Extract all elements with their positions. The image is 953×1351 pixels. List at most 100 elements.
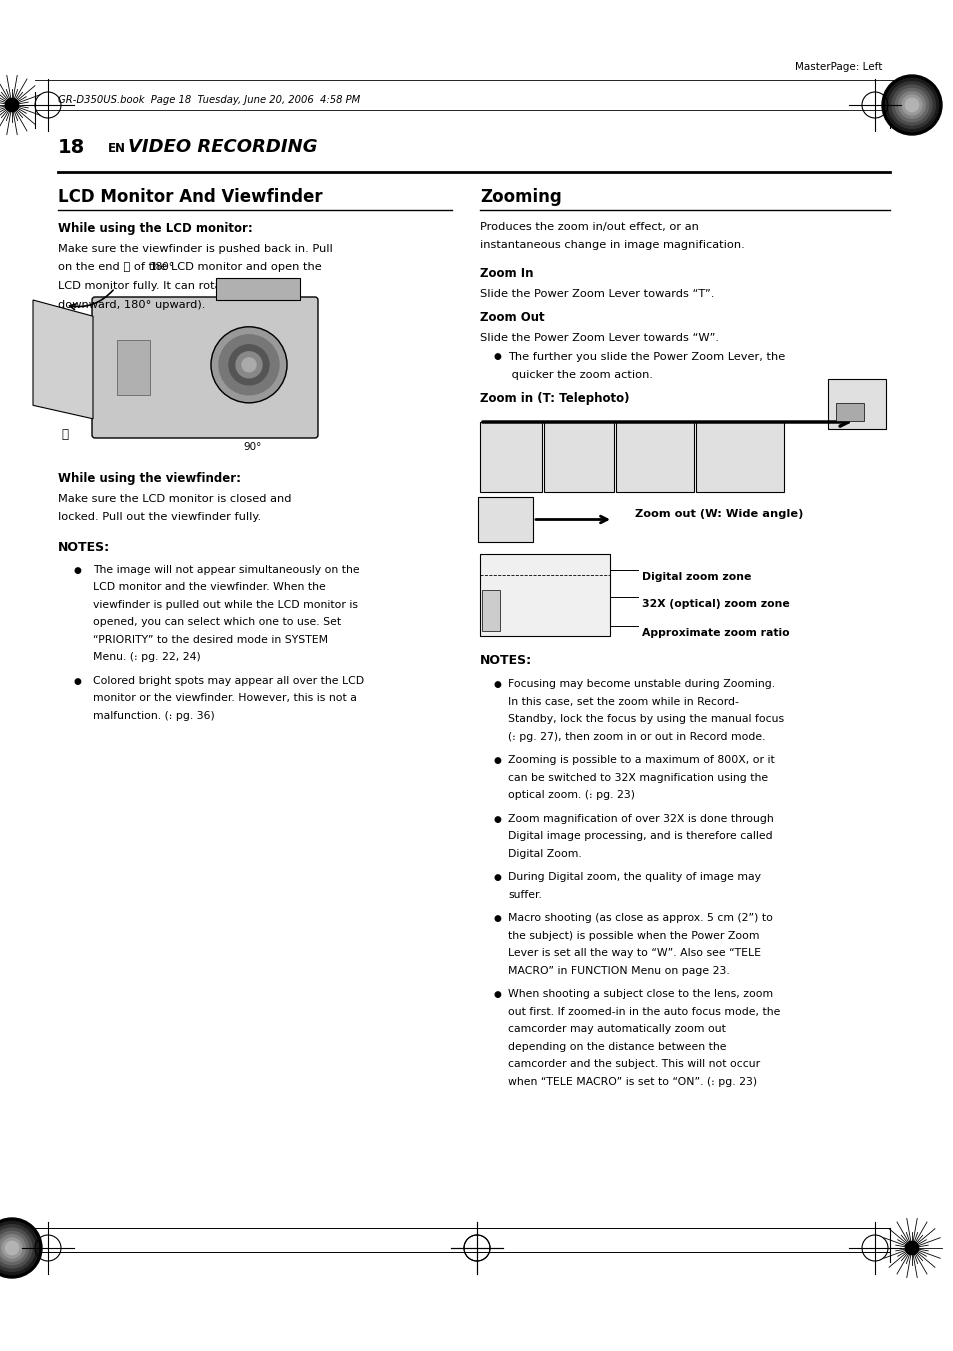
Text: viewfinder is pulled out while the LCD monitor is: viewfinder is pulled out while the LCD m…: [92, 600, 357, 611]
Text: Slide the Power Zoom Lever towards “T”.: Slide the Power Zoom Lever towards “T”.: [479, 289, 714, 299]
Text: malfunction. (։ pg. 36): malfunction. (։ pg. 36): [92, 711, 214, 721]
Text: ●: ●: [494, 680, 501, 689]
Text: monitor or the viewfinder. However, this is not a: monitor or the viewfinder. However, this…: [92, 693, 356, 704]
Text: “PRIORITY” to the desired mode in SYSTEM: “PRIORITY” to the desired mode in SYSTEM: [92, 635, 328, 644]
Text: NOTES:: NOTES:: [58, 540, 110, 554]
Text: EN: EN: [108, 142, 126, 155]
Bar: [479, 422, 541, 492]
Text: MACRO” in FUNCTION Menu on page 23.: MACRO” in FUNCTION Menu on page 23.: [507, 966, 729, 975]
Circle shape: [0, 1231, 29, 1265]
Text: While using the viewfinder:: While using the viewfinder:: [58, 471, 241, 485]
FancyBboxPatch shape: [91, 297, 317, 438]
Text: the subject) is possible when the Power Zoom: the subject) is possible when the Power …: [507, 931, 759, 940]
Text: Approximate zoom ratio: Approximate zoom ratio: [641, 628, 789, 638]
Text: camcorder may automatically zoom out: camcorder may automatically zoom out: [507, 1024, 725, 1034]
Text: LCD Monitor And Viewfinder: LCD Monitor And Viewfinder: [58, 188, 322, 205]
Text: ●: ●: [494, 757, 501, 765]
Bar: [479, 554, 609, 636]
Bar: [835, 403, 863, 422]
Bar: [543, 422, 614, 492]
Text: Zooming: Zooming: [479, 188, 561, 205]
Text: depending on the distance between the: depending on the distance between the: [507, 1042, 726, 1051]
Text: 180°: 180°: [150, 262, 174, 272]
Circle shape: [0, 1224, 35, 1271]
Text: ●: ●: [494, 815, 501, 824]
Bar: [117, 340, 150, 394]
Text: suffer.: suffer.: [507, 889, 541, 900]
Text: Zoom magnification of over 32X is done through: Zoom magnification of over 32X is done t…: [507, 813, 773, 824]
Text: Zoom Out: Zoom Out: [479, 311, 544, 324]
Text: Digital zoom zone: Digital zoom zone: [641, 573, 751, 582]
Circle shape: [2, 1238, 22, 1258]
Text: ●: ●: [494, 915, 501, 923]
Circle shape: [904, 99, 918, 112]
Text: quicker the zoom action.: quicker the zoom action.: [507, 370, 652, 380]
Circle shape: [211, 327, 287, 403]
Text: Make sure the viewfinder is pushed back in. Pull: Make sure the viewfinder is pushed back …: [58, 245, 333, 254]
Text: During Digital zoom, the quality of image may: During Digital zoom, the quality of imag…: [507, 871, 760, 882]
Text: Produces the zoom in/out effect, or an: Produces the zoom in/out effect, or an: [479, 222, 699, 232]
Circle shape: [895, 88, 927, 122]
Text: Colored bright spots may appear all over the LCD: Colored bright spots may appear all over…: [92, 676, 364, 686]
Text: LCD monitor fully. It can rotate 270° (90°: LCD monitor fully. It can rotate 270° (9…: [58, 281, 292, 290]
Text: NOTES:: NOTES:: [479, 654, 532, 667]
Text: (։ pg. 27), then zoom in or out in Record mode.: (։ pg. 27), then zoom in or out in Recor…: [507, 731, 764, 742]
Text: Macro shooting (as close as approx. 5 cm (2”) to: Macro shooting (as close as approx. 5 cm…: [507, 913, 772, 923]
Text: locked. Pull out the viewfinder fully.: locked. Pull out the viewfinder fully.: [58, 512, 261, 523]
Circle shape: [882, 76, 941, 135]
Circle shape: [6, 99, 18, 112]
Text: Digital image processing, and is therefore called: Digital image processing, and is therefo…: [507, 831, 772, 842]
Text: When shooting a subject close to the lens, zoom: When shooting a subject close to the len…: [507, 989, 772, 998]
Text: ●: ●: [73, 677, 81, 686]
Text: Zoom In: Zoom In: [479, 267, 533, 280]
Text: In this case, set the zoom while in Record-: In this case, set the zoom while in Reco…: [507, 697, 739, 707]
Text: Zoom out (W: Wide angle): Zoom out (W: Wide angle): [635, 509, 802, 519]
Text: ●: ●: [73, 566, 81, 576]
Circle shape: [0, 1219, 42, 1278]
Circle shape: [0, 1235, 26, 1262]
Text: 32X (optical) zoom zone: 32X (optical) zoom zone: [641, 598, 789, 609]
Circle shape: [904, 1242, 918, 1255]
Circle shape: [888, 81, 934, 128]
Text: MasterPage: Left: MasterPage: Left: [794, 62, 882, 72]
Text: Lever is set all the way to “W”. Also see “TELE: Lever is set all the way to “W”. Also se…: [507, 948, 760, 958]
Text: optical zoom. (։ pg. 23): optical zoom. (։ pg. 23): [507, 790, 635, 800]
Text: ●: ●: [494, 873, 501, 882]
Text: camcorder and the subject. This will not occur: camcorder and the subject. This will not…: [507, 1059, 760, 1069]
Bar: [477, 497, 533, 542]
Text: Standby, lock the focus by using the manual focus: Standby, lock the focus by using the man…: [507, 713, 783, 724]
Text: instantaneous change in image magnification.: instantaneous change in image magnificat…: [479, 240, 744, 250]
Circle shape: [229, 345, 269, 385]
Text: The further you slide the Power Zoom Lever, the: The further you slide the Power Zoom Lev…: [507, 351, 784, 362]
Text: Slide the Power Zoom Lever towards “W”.: Slide the Power Zoom Lever towards “W”.: [479, 332, 719, 343]
Polygon shape: [33, 300, 92, 419]
Circle shape: [898, 92, 924, 119]
Bar: [696, 422, 783, 492]
Text: ●: ●: [494, 990, 501, 998]
Text: 18: 18: [58, 138, 85, 157]
Text: can be switched to 32X magnification using the: can be switched to 32X magnification usi…: [507, 773, 767, 782]
Text: VIDEO RECORDING: VIDEO RECORDING: [128, 138, 317, 155]
Circle shape: [235, 351, 262, 378]
Text: Zooming is possible to a maximum of 800X, or it: Zooming is possible to a maximum of 800X…: [507, 755, 774, 765]
Circle shape: [884, 78, 938, 131]
Text: downward, 180° upward).: downward, 180° upward).: [58, 300, 205, 309]
Text: GR-D350US.book  Page 18  Tuesday, June 20, 2006  4:58 PM: GR-D350US.book Page 18 Tuesday, June 20,…: [58, 95, 360, 105]
Text: LCD monitor and the viewfinder. When the: LCD monitor and the viewfinder. When the: [92, 582, 325, 593]
Circle shape: [0, 1221, 39, 1274]
Text: ●: ●: [494, 353, 501, 362]
Text: opened, you can select which one to use. Set: opened, you can select which one to use.…: [92, 617, 341, 627]
Bar: [215, 278, 299, 300]
Bar: [481, 590, 499, 631]
Text: Focusing may become unstable during Zooming.: Focusing may become unstable during Zoom…: [507, 680, 774, 689]
Text: on the end Ⓐ of the LCD monitor and open the: on the end Ⓐ of the LCD monitor and open…: [58, 262, 321, 273]
Circle shape: [219, 335, 278, 394]
Circle shape: [901, 95, 921, 115]
Text: The image will not appear simultaneously on the: The image will not appear simultaneously…: [92, 565, 359, 576]
Circle shape: [242, 358, 255, 372]
Text: While using the LCD monitor:: While using the LCD monitor:: [58, 222, 253, 235]
Text: when “TELE MACRO” is set to “ON”. (։ pg. 23): when “TELE MACRO” is set to “ON”. (։ pg.…: [507, 1077, 757, 1086]
Circle shape: [891, 85, 931, 126]
Text: Ⓐ: Ⓐ: [61, 428, 69, 440]
Bar: [616, 422, 693, 492]
